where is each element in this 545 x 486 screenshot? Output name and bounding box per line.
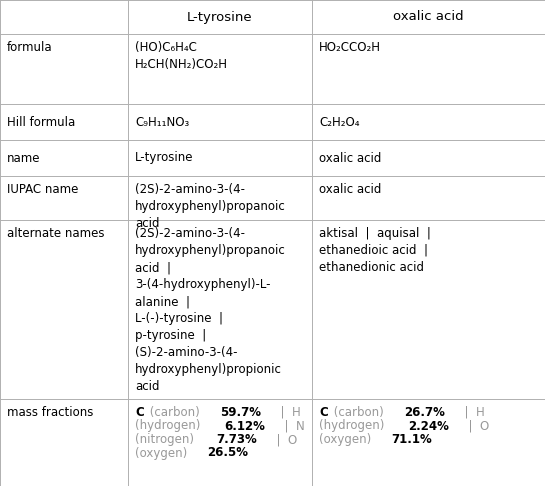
Text: 26.7%: 26.7% bbox=[404, 406, 445, 419]
Text: C₂H₂O₄: C₂H₂O₄ bbox=[319, 116, 360, 128]
Text: (HO)C₆H₄C
H₂CH(NH₂)CO₂H: (HO)C₆H₄C H₂CH(NH₂)CO₂H bbox=[135, 41, 228, 71]
Text: |  N: | N bbox=[277, 419, 305, 433]
Text: |  H: | H bbox=[457, 406, 485, 419]
Text: HO₂CCO₂H: HO₂CCO₂H bbox=[319, 41, 381, 54]
Text: C: C bbox=[319, 406, 328, 419]
Text: L-tyrosine: L-tyrosine bbox=[187, 11, 253, 23]
Text: 59.7%: 59.7% bbox=[221, 406, 262, 419]
Text: (2S)-2-amino-3-(4-
hydroxyphenyl)propanoic
acid: (2S)-2-amino-3-(4- hydroxyphenyl)propano… bbox=[135, 183, 286, 230]
Text: IUPAC name: IUPAC name bbox=[7, 183, 78, 196]
Text: (oxygen): (oxygen) bbox=[319, 433, 375, 446]
Text: alternate names: alternate names bbox=[7, 227, 105, 240]
Text: 71.1%: 71.1% bbox=[391, 433, 432, 446]
Text: 6.12%: 6.12% bbox=[224, 419, 265, 433]
Text: |  O: | O bbox=[461, 419, 489, 433]
Text: oxalic acid: oxalic acid bbox=[319, 183, 382, 196]
Text: 2.24%: 2.24% bbox=[408, 419, 449, 433]
Text: (2S)-2-amino-3-(4-
hydroxyphenyl)propanoic
acid  |
3-(4-hydroxyphenyl)-L-
alanin: (2S)-2-amino-3-(4- hydroxyphenyl)propano… bbox=[135, 227, 286, 393]
Text: (hydrogen): (hydrogen) bbox=[319, 419, 388, 433]
Text: name: name bbox=[7, 152, 40, 164]
Text: mass fractions: mass fractions bbox=[7, 406, 93, 419]
Text: (carbon): (carbon) bbox=[330, 406, 388, 419]
Text: (nitrogen): (nitrogen) bbox=[135, 433, 198, 446]
Text: oxalic acid: oxalic acid bbox=[319, 152, 382, 164]
Text: C: C bbox=[135, 406, 144, 419]
Text: |  O: | O bbox=[269, 433, 297, 446]
Text: (oxygen): (oxygen) bbox=[135, 447, 191, 459]
Text: |  H: | H bbox=[274, 406, 301, 419]
Text: (carbon): (carbon) bbox=[146, 406, 204, 419]
Text: (hydrogen): (hydrogen) bbox=[135, 419, 204, 433]
Text: oxalic acid: oxalic acid bbox=[393, 11, 464, 23]
Text: 7.73%: 7.73% bbox=[216, 433, 257, 446]
Text: Hill formula: Hill formula bbox=[7, 116, 75, 128]
Text: 26.5%: 26.5% bbox=[207, 447, 249, 459]
Text: formula: formula bbox=[7, 41, 53, 54]
Text: L-tyrosine: L-tyrosine bbox=[135, 152, 193, 164]
Text: aktisal  |  aquisal  |
ethanedioic acid  |
ethanedionic acid: aktisal | aquisal | ethanedioic acid | e… bbox=[319, 227, 431, 274]
Text: C₉H₁₁NO₃: C₉H₁₁NO₃ bbox=[135, 116, 189, 128]
